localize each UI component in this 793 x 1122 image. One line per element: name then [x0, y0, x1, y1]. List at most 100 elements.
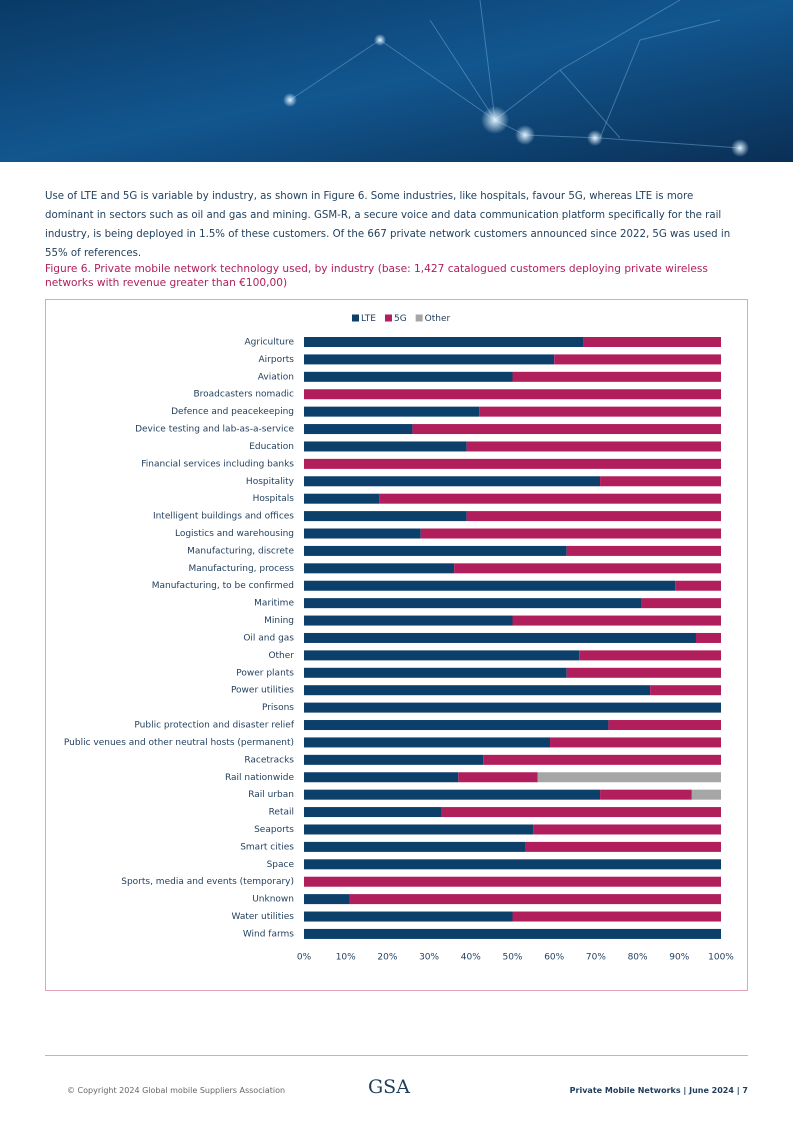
header-banner: [0, 0, 793, 162]
bar-segment: [537, 772, 721, 783]
bar-segment: [554, 354, 721, 365]
category-label: Mining: [264, 616, 294, 626]
category-label: Hospitals: [253, 494, 295, 504]
category-label: Racetracks: [244, 755, 294, 765]
bar-segment: [466, 511, 721, 522]
legend-label: Other: [425, 314, 451, 324]
bar-segment: [304, 702, 721, 713]
x-tick-label: 50%: [502, 953, 522, 963]
category-label: Intelligent buildings and offices: [153, 512, 294, 522]
bar-segment: [304, 737, 551, 748]
category-label: Power plants: [236, 668, 294, 678]
x-tick-label: 0%: [297, 953, 312, 963]
bar-segment: [608, 720, 721, 731]
bar-segment: [304, 772, 459, 783]
bar-segment: [304, 824, 534, 835]
bar-segment: [349, 894, 721, 905]
bar-segment: [304, 754, 484, 765]
category-label: Defence and peacekeeping: [171, 407, 294, 417]
bar-segment: [304, 511, 467, 522]
bar-segment: [304, 894, 350, 905]
category-label: Rail urban: [248, 790, 294, 800]
category-label: Water utilities: [232, 912, 295, 922]
category-label: Other: [268, 651, 294, 661]
bar-segment: [304, 580, 676, 591]
bar-segment: [304, 337, 584, 347]
category-label: Hospitality: [246, 477, 295, 487]
x-tick-label: 90%: [669, 953, 689, 963]
bar-segment: [304, 685, 651, 696]
bar-segment: [304, 441, 467, 452]
category-label: Power utilities: [231, 686, 294, 696]
x-tick-label: 60%: [544, 953, 564, 963]
bar-segment: [600, 476, 721, 487]
category-label: Wind farms: [243, 929, 294, 939]
category-label: Smart cities: [240, 842, 294, 852]
legend-swatch: [384, 314, 392, 322]
bar-segment: [304, 632, 696, 643]
bar-segment: [304, 650, 580, 661]
bar-segment: [304, 371, 513, 382]
logo: GSA: [368, 1076, 410, 1098]
bar-segment: [379, 493, 721, 504]
bar-segment: [533, 824, 721, 835]
category-label: Unknown: [252, 895, 294, 905]
bar-segment: [566, 667, 721, 678]
bar-segment: [512, 615, 721, 626]
bar-segment: [304, 424, 413, 435]
bar-segment: [550, 737, 721, 748]
bar-segment: [579, 650, 721, 661]
bar-segment: [304, 476, 601, 487]
bar-segment: [675, 580, 721, 591]
copyright: © Copyright 2024 Global mobile Suppliers…: [67, 1086, 286, 1095]
category-label: Public protection and disaster relief: [134, 721, 294, 731]
category-label: Oil and gas: [243, 633, 294, 643]
bar-segment: [304, 928, 721, 939]
bar-segment: [691, 789, 721, 800]
legend-label: LTE: [361, 314, 376, 324]
category-label: Manufacturing, discrete: [187, 546, 294, 556]
bar-segment: [441, 807, 721, 818]
bar-segment: [304, 911, 513, 922]
legend-swatch: [415, 314, 423, 322]
bar-segment: [304, 458, 721, 469]
category-label: Sports, media and events (temporary): [121, 877, 294, 887]
legend-label: 5G: [394, 314, 407, 324]
category-label: Aviation: [258, 372, 294, 382]
bar-segment: [479, 406, 721, 417]
bar-segment: [512, 371, 721, 382]
bar-segment: [304, 389, 721, 400]
category-label: Rail nationwide: [225, 773, 294, 783]
bar-segment: [304, 615, 513, 626]
bar-segment: [304, 598, 642, 609]
bar-segment: [583, 337, 721, 347]
category-label: Retail: [269, 808, 294, 818]
bar-segment: [304, 545, 567, 556]
bar-segment: [566, 545, 721, 556]
x-tick-label: 30%: [419, 953, 439, 963]
category-label: Logistics and warehousing: [175, 529, 294, 539]
bar-segment: [304, 563, 455, 574]
bar-segment: [304, 406, 480, 417]
bar-segment: [304, 667, 567, 678]
chart-frame: [45, 299, 748, 991]
bar-segment: [304, 720, 609, 731]
category-label: Agriculture: [245, 338, 295, 348]
bar-segment: [454, 563, 721, 574]
bar-segment: [641, 598, 721, 609]
category-label: Manufacturing, process: [189, 564, 295, 574]
figure-caption: Figure 6. Private mobile network technol…: [45, 263, 708, 289]
category-label: Education: [249, 442, 294, 452]
bar-segment: [483, 754, 721, 765]
bar-segment: [466, 441, 721, 452]
chart: LTE 5G Other Agriculture Airports Aviation Bro…: [64, 314, 734, 963]
x-tick-label: 20%: [377, 953, 397, 963]
bar-segment: [458, 772, 538, 783]
category-label: Public venues and other neutral hosts (p…: [64, 738, 294, 748]
footer-rule: [45, 1055, 748, 1056]
intro-paragraph: Use of LTE and 5G is variable by industr…: [45, 191, 731, 259]
bar-segment: [650, 685, 721, 696]
bar-segment: [412, 424, 721, 435]
legend-swatch: [352, 314, 359, 322]
